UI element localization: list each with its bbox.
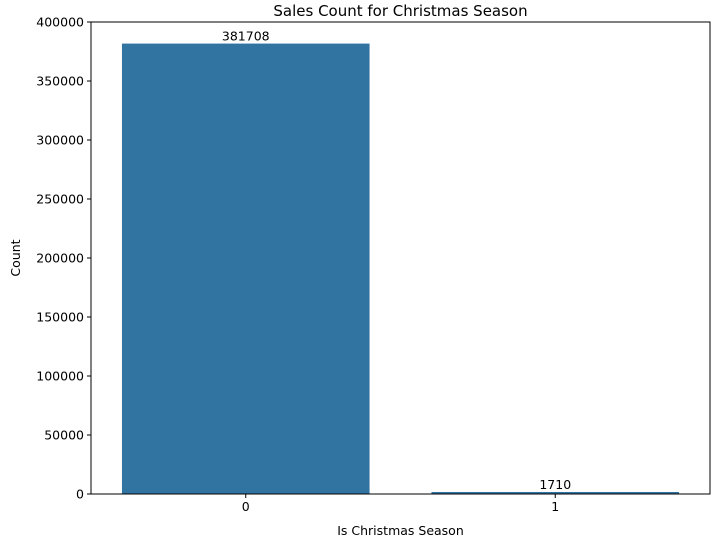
x-tick-label: 1 — [551, 499, 559, 514]
plot-area-frame — [90, 21, 711, 495]
y-tick-label: 350000 — [36, 74, 84, 89]
bars: 381708 1710 — [121, 29, 680, 494]
y-tick-label: 300000 — [36, 133, 84, 148]
y-tick-label: 0 — [76, 487, 84, 502]
y-tick-label: 200000 — [36, 251, 84, 266]
y-tick-label: 50000 — [44, 428, 84, 443]
bar-value-label: 1710 — [539, 477, 571, 492]
chart-title: Sales Count for Christmas Season — [273, 2, 527, 20]
x-axis-label: Is Christmas Season — [337, 523, 464, 538]
bar-value-label: 381708 — [222, 29, 270, 44]
y-axis-label: Count — [8, 239, 23, 276]
x-tick-label: 0 — [242, 499, 250, 514]
y-tick-label: 150000 — [36, 310, 84, 325]
y-tick-label: 400000 — [36, 15, 84, 30]
y-tick-label: 250000 — [36, 192, 84, 207]
bar — [431, 491, 680, 494]
y-tick-label: 100000 — [36, 369, 84, 384]
y-axis-ticks: 0 50000 100000 150000 200000 250000 300000 3500… — [36, 15, 91, 502]
bar — [121, 43, 370, 494]
